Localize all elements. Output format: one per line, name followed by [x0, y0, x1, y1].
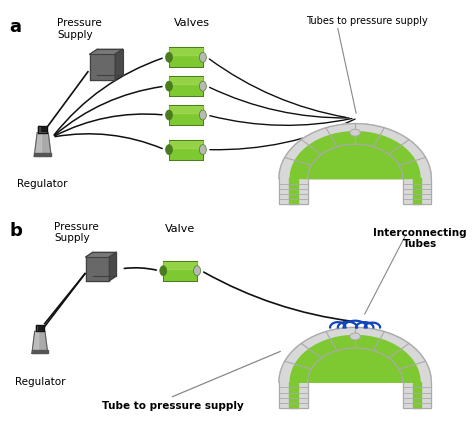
- Polygon shape: [169, 48, 203, 56]
- Polygon shape: [413, 179, 421, 205]
- Polygon shape: [34, 154, 51, 157]
- Polygon shape: [290, 132, 420, 179]
- Polygon shape: [34, 133, 41, 157]
- Ellipse shape: [165, 53, 173, 63]
- Polygon shape: [279, 124, 431, 179]
- Ellipse shape: [350, 130, 360, 137]
- Polygon shape: [169, 106, 203, 114]
- Bar: [169, 48, 203, 68]
- Polygon shape: [32, 332, 48, 353]
- Polygon shape: [290, 336, 420, 382]
- Polygon shape: [169, 140, 203, 148]
- Ellipse shape: [200, 82, 206, 92]
- Text: Tubes to pressure supply: Tubes to pressure supply: [306, 16, 428, 26]
- Polygon shape: [279, 124, 431, 179]
- Text: Pressure
Supply: Pressure Supply: [57, 18, 102, 40]
- Polygon shape: [90, 55, 115, 80]
- Bar: [169, 77, 203, 97]
- Polygon shape: [289, 382, 298, 408]
- Polygon shape: [86, 258, 109, 281]
- Text: Regulator: Regulator: [15, 376, 65, 386]
- Polygon shape: [109, 253, 117, 281]
- Text: Pressure
Supply: Pressure Supply: [54, 221, 99, 243]
- Polygon shape: [169, 77, 203, 85]
- Ellipse shape: [165, 145, 173, 155]
- Bar: [169, 106, 203, 126]
- Polygon shape: [36, 325, 37, 332]
- Ellipse shape: [165, 111, 173, 121]
- Polygon shape: [279, 328, 431, 382]
- Polygon shape: [403, 382, 431, 408]
- Polygon shape: [36, 325, 44, 332]
- Ellipse shape: [200, 145, 206, 155]
- Polygon shape: [115, 50, 123, 80]
- Text: Regulator: Regulator: [18, 179, 68, 189]
- Bar: [169, 140, 203, 160]
- Ellipse shape: [165, 82, 173, 92]
- Text: Interconnecting
Tubes: Interconnecting Tubes: [373, 227, 466, 249]
- Bar: [163, 261, 197, 281]
- Polygon shape: [279, 382, 308, 408]
- Polygon shape: [413, 382, 421, 408]
- Polygon shape: [90, 50, 123, 55]
- Polygon shape: [279, 328, 431, 382]
- Polygon shape: [38, 126, 47, 133]
- Polygon shape: [403, 179, 431, 205]
- Polygon shape: [279, 328, 431, 382]
- Polygon shape: [34, 133, 51, 157]
- Ellipse shape: [200, 53, 206, 63]
- Polygon shape: [32, 332, 38, 353]
- Text: Valves: Valves: [173, 18, 210, 28]
- Polygon shape: [279, 124, 431, 179]
- Ellipse shape: [200, 111, 206, 121]
- Polygon shape: [86, 253, 117, 258]
- Ellipse shape: [160, 266, 167, 276]
- Text: a: a: [9, 18, 21, 36]
- Text: b: b: [9, 221, 22, 239]
- Ellipse shape: [194, 266, 201, 276]
- Polygon shape: [163, 261, 197, 269]
- Text: Tube to pressure supply: Tube to pressure supply: [101, 399, 243, 410]
- Polygon shape: [38, 126, 40, 133]
- Text: Valve: Valve: [165, 223, 195, 233]
- Polygon shape: [279, 179, 308, 205]
- Polygon shape: [32, 350, 48, 353]
- Polygon shape: [289, 179, 298, 205]
- Ellipse shape: [350, 333, 360, 340]
